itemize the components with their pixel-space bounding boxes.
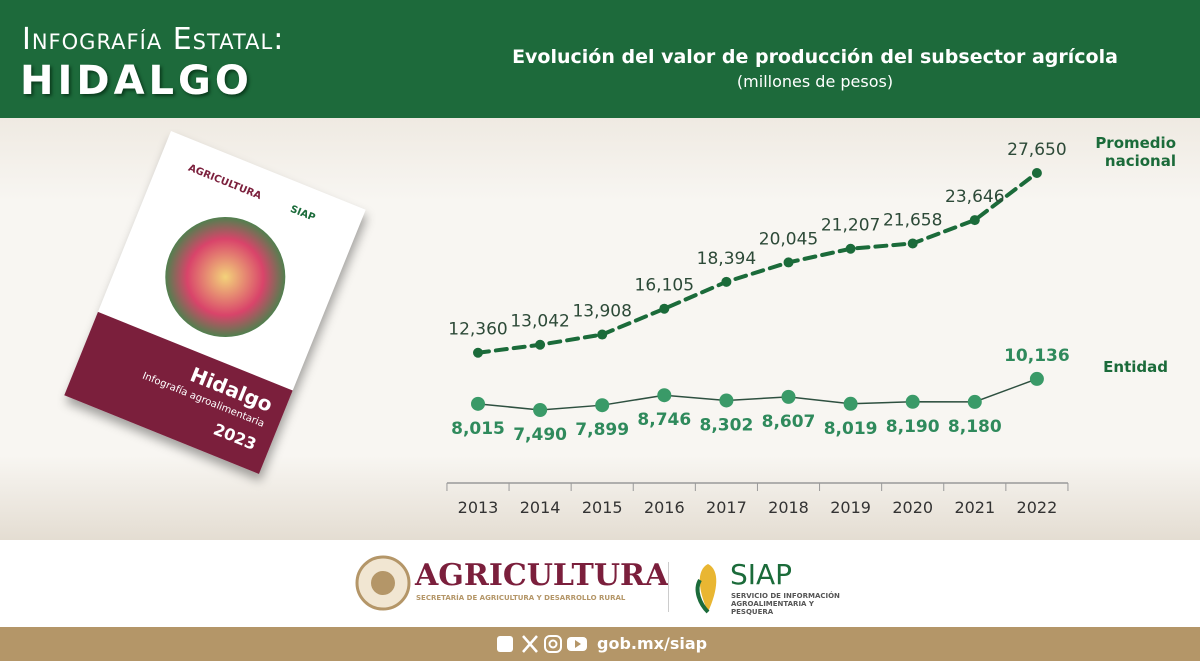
value-label: 21,658 (883, 210, 942, 230)
point (969, 215, 980, 226)
social-icons (497, 635, 587, 653)
divider (668, 562, 669, 612)
series-line (476, 171, 1039, 355)
point (967, 394, 982, 409)
value-label: 8,190 (886, 417, 940, 437)
value-label: 7,490 (513, 425, 567, 445)
point (659, 303, 670, 314)
value-label: 8,019 (824, 419, 878, 439)
point (845, 243, 856, 254)
footer-url[interactable]: gob.mx/siap (597, 634, 708, 653)
value-label: 20,045 (759, 229, 818, 249)
x-tick-label: 2013 (458, 498, 499, 517)
value-label: 18,394 (697, 249, 756, 269)
legend-entity: Entidad (1103, 358, 1168, 376)
siap-logo (695, 564, 717, 614)
value-label: 16,105 (635, 276, 694, 296)
point (473, 347, 483, 358)
x-tick-label: 2015 (582, 498, 623, 517)
header (0, 0, 1200, 118)
footer-siap: SIAP (730, 558, 793, 591)
value-label: 13,042 (510, 312, 569, 332)
x-tick-label: 2020 (892, 498, 933, 517)
x-tick-label: 2018 (768, 498, 809, 517)
footer-siap-sub: SERVICIO DE INFORMACIÓN AGROALIMENTARIA … (731, 592, 840, 616)
value-label: 23,646 (945, 187, 1004, 207)
point (657, 388, 672, 403)
footer: AGRICULTURA SECRETARÍA DE AGRICULTURA Y … (0, 540, 1200, 627)
point (597, 329, 608, 340)
point (535, 339, 546, 350)
point (719, 393, 734, 408)
x-tick-label: 2019 (830, 498, 871, 517)
x-tick-label: 2021 (954, 498, 995, 517)
value-label: 8,302 (700, 415, 754, 435)
value-label: 21,207 (821, 216, 880, 236)
value-label: 8,607 (762, 412, 816, 432)
point (783, 257, 794, 268)
value-label: 8,180 (948, 417, 1002, 437)
footer-agency-sub: SECRETARÍA DE AGRICULTURA Y DESARROLLO R… (416, 594, 626, 602)
legend-national: Promedio nacional (1095, 134, 1176, 170)
chart-subtitle: (millones de pesos) (736, 72, 894, 91)
seal (355, 555, 411, 611)
x-tick-label: 2016 (644, 498, 685, 517)
social-bar: gob.mx/siap (0, 627, 1200, 661)
series-line (477, 378, 1038, 411)
value-label: 27,650 (1007, 140, 1066, 160)
point (1029, 371, 1044, 386)
point (1031, 168, 1042, 178)
header-kicker: Infografía Estatal: (22, 22, 285, 57)
chart: 2013 2014 2015 2016 2017 2018 2019 2020 2021 2022… (446, 140, 1070, 517)
point (595, 398, 610, 413)
point (907, 238, 918, 249)
value-label: 10,136 (1004, 346, 1070, 366)
point (781, 389, 796, 404)
x-tick-label: 2022 (1017, 498, 1058, 517)
footer-agency: AGRICULTURA (415, 558, 669, 593)
value-label: 7,899 (575, 420, 629, 440)
point (721, 276, 732, 287)
point (471, 396, 485, 411)
point (905, 394, 920, 409)
x-tick-label: 2017 (706, 498, 747, 517)
value-label: 8,015 (451, 419, 505, 439)
chart-title: Evolución del valor de producción del su… (512, 46, 1118, 68)
value-label: 8,746 (637, 410, 691, 430)
point (533, 403, 548, 417)
point (843, 396, 858, 411)
header-state: HIDALGO (20, 58, 253, 104)
x-tick-label: 2014 (520, 498, 561, 517)
value-label: 13,908 (572, 302, 631, 322)
value-label: 12,360 (448, 320, 507, 340)
